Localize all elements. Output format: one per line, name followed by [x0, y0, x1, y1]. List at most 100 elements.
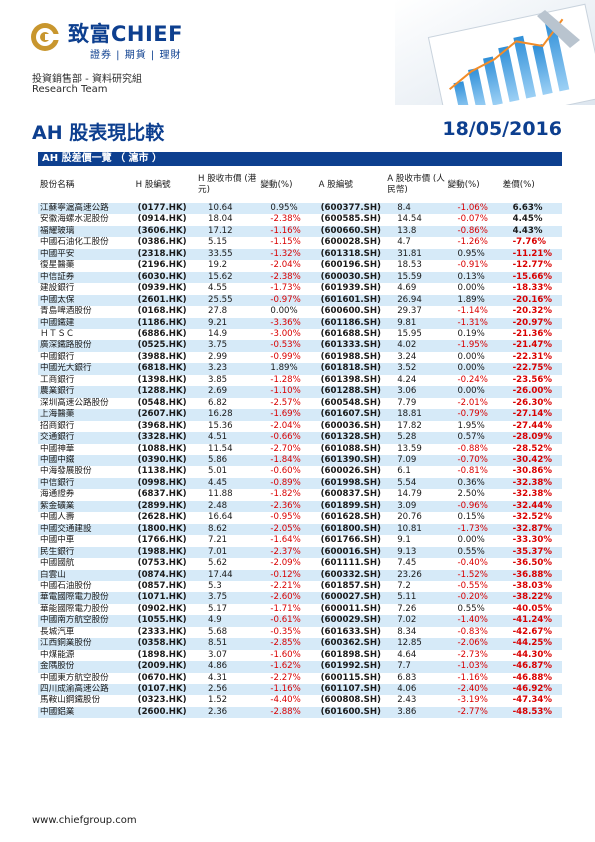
- h-share-price-cell: 10.64: [196, 203, 259, 215]
- h-share-change-cell: -2.57%: [258, 397, 317, 410]
- a-share-change-cell: -1.40%: [445, 615, 501, 627]
- premium-cell: 4.45%: [500, 214, 562, 226]
- stock-name-cell: 中國石油化工股份: [38, 237, 134, 249]
- a-share-change-cell: 0.13%: [445, 271, 501, 284]
- stock-name-cell: 中國光大銀行: [38, 363, 134, 375]
- h-share-price-cell: 6.82: [196, 397, 259, 410]
- column-header: A 股編號: [318, 179, 354, 190]
- a-share-change-cell: -1.52%: [445, 569, 501, 581]
- report-title-row: AH 股表現比較 18/05/2016: [32, 118, 562, 146]
- h-share-code-cell: (2899.HK): [133, 500, 197, 513]
- table-row: 白雲山 (0874.HK) 17.44 -0.12% (600332.SH) 23.26-…: [38, 569, 562, 581]
- stock-name-cell: 中國平安: [38, 248, 134, 261]
- a-share-price-cell: 3.09: [385, 500, 446, 513]
- premium-cell: -22.31%: [500, 351, 562, 364]
- table-row: 中國平安 (2318.HK) 33.55 -1.32% (601318.SH) 31.81…: [38, 248, 562, 261]
- stock-name-cell: 青島啤酒股份: [38, 306, 134, 318]
- h-share-change-cell: -1.60%: [258, 649, 317, 662]
- premium-cell: 4.43%: [500, 225, 562, 238]
- h-share-price-cell: 4.9: [196, 615, 259, 627]
- a-share-code-cell: (601107.SH): [316, 684, 386, 696]
- premium-cell: -27.14%: [500, 409, 562, 421]
- h-share-change-cell: -1.73%: [258, 283, 317, 295]
- a-share-code-cell: (600837.SH): [316, 489, 386, 501]
- premium-cell: -7.76%: [500, 237, 562, 249]
- table-row: 安徽海螺水泥股份 (0914.HK) 18.04 -2.38% (600585.SH) 1…: [38, 214, 562, 226]
- a-share-code-cell: (601628.SH): [316, 512, 386, 524]
- a-share-code-cell: (600362.SH): [316, 638, 386, 650]
- table-row: 青島啤酒股份 (0168.HK) 27.8 0.00% (600600.SH) 29.37…: [38, 306, 562, 318]
- h-share-code-cell: (1898.HK): [133, 649, 197, 662]
- a-share-price-cell: 31.81: [385, 248, 446, 261]
- h-share-change-cell: -0.60%: [258, 466, 317, 478]
- h-share-price-cell: 4.31: [196, 672, 259, 685]
- a-share-price-cell: 15.59: [385, 271, 446, 284]
- premium-cell: -46.88%: [500, 672, 562, 685]
- h-share-change-cell: 0.00%: [258, 306, 317, 318]
- a-share-change-cell: -0.81%: [445, 466, 501, 478]
- h-share-code-cell: (2196.HK): [133, 260, 197, 272]
- a-share-code-cell: (601899.SH): [316, 500, 386, 513]
- column-header: A 股收市價 (人民幣): [387, 174, 445, 195]
- h-share-code-cell: (3968.HK): [133, 420, 197, 433]
- a-share-code-cell: (600026.SH): [316, 466, 386, 478]
- h-share-price-cell: 2.36: [196, 706, 259, 719]
- h-share-code-cell: (3988.HK): [133, 351, 197, 364]
- a-share-code-cell: (600660.SH): [316, 225, 386, 238]
- a-share-price-cell: 13.8: [385, 225, 446, 238]
- a-share-change-cell: -0.86%: [445, 225, 501, 238]
- a-share-price-cell: 5.54: [385, 477, 446, 490]
- h-share-code-cell: (0323.HK): [133, 695, 197, 707]
- a-share-price-cell: 17.82: [385, 420, 446, 433]
- table-row: 江西銅業股份 (0358.HK) 8.51 -2.85% (600362.SH) 12.8…: [38, 638, 562, 650]
- a-share-price-cell: 5.11: [385, 592, 446, 604]
- h-share-code-cell: (1071.HK): [133, 592, 197, 604]
- h-share-change-cell: -0.95%: [258, 512, 317, 524]
- a-share-price-cell: 29.37: [385, 306, 446, 318]
- a-share-code-cell: (601766.SH): [316, 535, 386, 547]
- a-share-change-cell: 0.55%: [445, 546, 501, 559]
- a-share-price-cell: 8.34: [385, 626, 446, 639]
- stock-name-cell: 中國東方航空股份: [38, 672, 134, 685]
- a-share-change-cell: 0.15%: [445, 512, 501, 524]
- stock-name-cell: 紫金礦業: [38, 500, 134, 513]
- h-share-code-cell: (0914.HK): [133, 214, 197, 226]
- h-share-price-cell: 5.01: [196, 466, 259, 478]
- h-share-code-cell: (1288.HK): [133, 386, 197, 398]
- stock-name-cell: 民生銀行: [38, 546, 134, 559]
- premium-cell: -35.37%: [500, 546, 562, 559]
- a-share-price-cell: 18.81: [385, 409, 446, 421]
- a-share-code-cell: (600600.SH): [316, 306, 386, 318]
- stock-name-cell: 四川成渝高速公路: [38, 684, 134, 696]
- table-row: 中國光大銀行 (6818.HK) 3.23 1.89% (601818.SH) 3.52 0…: [38, 363, 562, 375]
- footer-website: www.chiefgroup.com: [32, 815, 137, 826]
- column-header: 變動(%): [260, 179, 293, 190]
- table-row: 中國南方航空股份 (1055.HK) 4.9 -0.61% (600029.SH) 7.0…: [38, 615, 562, 627]
- a-share-code-cell: (600196.SH): [316, 260, 386, 272]
- table-row: 中國中車 (1766.HK) 7.21 -1.64% (601766.SH) 9.1 0.0…: [38, 535, 562, 547]
- h-share-code-cell: (0670.HK): [133, 672, 197, 685]
- h-share-code-cell: (1186.HK): [133, 317, 197, 329]
- table-row: 江蘇寧滬高速公路 (0177.HK) 10.64 0.95% (600377.SH) 8.…: [38, 203, 562, 215]
- h-share-change-cell: -3.36%: [258, 317, 317, 329]
- h-share-change-cell: -1.84%: [258, 454, 317, 467]
- a-share-price-cell: 4.02: [385, 340, 446, 352]
- h-share-change-cell: -4.40%: [258, 695, 317, 707]
- h-share-code-cell: (0107.HK): [133, 684, 197, 696]
- h-share-change-cell: -0.12%: [258, 569, 317, 581]
- a-share-change-cell: 2.50%: [445, 489, 501, 501]
- a-share-code-cell: (601398.SH): [316, 374, 386, 387]
- h-share-price-cell: 3.75: [196, 340, 259, 352]
- h-share-price-cell: 2.69: [196, 386, 259, 398]
- h-share-price-cell: 17.44: [196, 569, 259, 581]
- a-share-price-cell: 7.79: [385, 397, 446, 410]
- h-share-change-cell: -1.16%: [258, 684, 317, 696]
- a-share-code-cell: (601939.SH): [316, 283, 386, 295]
- a-share-price-cell: 6.1: [385, 466, 446, 478]
- h-share-change-cell: -1.32%: [258, 248, 317, 261]
- table-row: 深圳高速公路股份 (0548.HK) 6.82 -2.57% (600548.SH) 7.…: [38, 397, 562, 410]
- h-share-price-cell: 18.04: [196, 214, 259, 226]
- a-share-code-cell: (601111.SH): [316, 558, 386, 570]
- a-share-price-cell: 2.43: [385, 695, 446, 707]
- table-row: 福耀玻璃 (3606.HK) 17.12 -1.16% (600660.SH) 13.8-…: [38, 225, 562, 238]
